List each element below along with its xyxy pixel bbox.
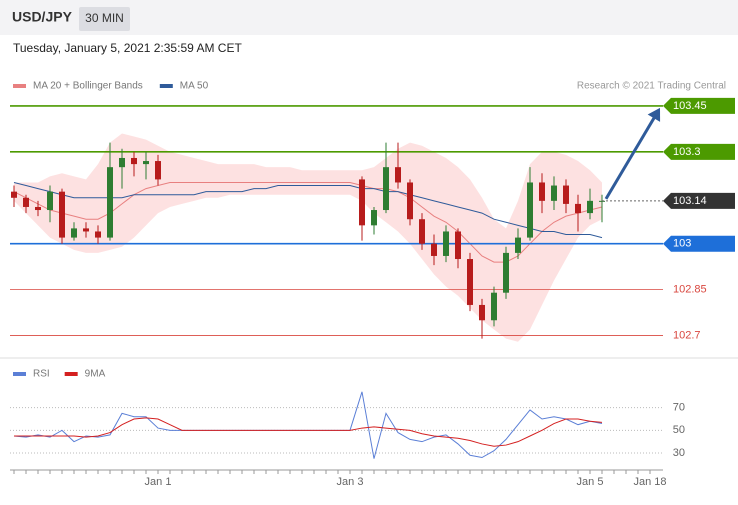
candle-body xyxy=(35,206,41,211)
timestamp: Tuesday, January 5, 2021 2:35:59 AM CET xyxy=(13,41,242,55)
x-tick-label: Jan 18 xyxy=(633,476,666,488)
candle-body xyxy=(143,161,149,165)
candle-body xyxy=(419,219,425,244)
candle-body xyxy=(155,161,161,180)
last-price-tag xyxy=(663,192,735,209)
candle-body xyxy=(131,157,137,165)
candle-body xyxy=(503,252,509,293)
legend-swatch xyxy=(159,84,173,88)
candle-body xyxy=(383,167,389,211)
candle-body xyxy=(455,231,461,260)
level-tag xyxy=(663,97,735,114)
candle-body xyxy=(539,182,545,201)
candle-body xyxy=(23,197,29,207)
legend-swatch xyxy=(64,372,78,376)
indicator-line xyxy=(13,391,603,459)
indicator-line xyxy=(14,417,603,447)
candle-body xyxy=(479,304,485,321)
legend-label: RSI xyxy=(33,369,50,380)
candle-body xyxy=(575,203,581,214)
last-price-label: 103.14 xyxy=(673,195,707,207)
candle-body xyxy=(47,191,53,211)
forecast-arrow-head xyxy=(647,107,661,122)
y-tick-label: 50 xyxy=(673,424,685,436)
level-label: 102.85 xyxy=(673,284,707,296)
candle-body xyxy=(371,210,377,226)
candle-body xyxy=(587,200,593,214)
candle-body xyxy=(431,243,437,256)
candle-body xyxy=(95,231,101,238)
candle-body xyxy=(11,191,17,198)
x-tick-label: Jan 3 xyxy=(337,476,364,488)
legend-swatch xyxy=(13,84,26,88)
candle-body xyxy=(467,259,473,305)
legend-label: MA 20 + Bollinger Bands xyxy=(33,81,143,92)
legend-label: 9MA xyxy=(85,369,106,380)
candle-body xyxy=(551,185,557,201)
level-label: 102.7 xyxy=(673,329,701,341)
candle-body xyxy=(563,185,569,204)
candle-body xyxy=(107,167,113,238)
legend-label: MA 50 xyxy=(180,81,209,92)
credit: Research © 2021 Trading Central xyxy=(577,81,726,92)
candle-body xyxy=(395,167,401,183)
bollinger-band xyxy=(14,133,602,342)
level-label: 103.45 xyxy=(673,100,707,112)
candle-body xyxy=(527,182,533,238)
level-tag xyxy=(663,235,735,252)
candle-body xyxy=(443,231,449,256)
candle-body xyxy=(119,157,125,168)
candle-body xyxy=(491,292,497,321)
level-label: 103 xyxy=(673,238,691,250)
level-tag xyxy=(663,143,735,160)
y-tick-label: 70 xyxy=(673,402,685,414)
forecast-arrow xyxy=(604,114,658,200)
candle-body xyxy=(359,179,365,226)
x-tick-label: Jan 5 xyxy=(577,476,604,488)
candle-body xyxy=(83,228,89,232)
legend-swatch xyxy=(13,372,26,376)
y-tick-label: 30 xyxy=(673,447,685,459)
timeframe[interactable]: 30 MIN xyxy=(85,11,124,25)
level-label: 103.3 xyxy=(673,146,701,158)
timeframe-button[interactable] xyxy=(79,7,130,31)
candle-body xyxy=(71,228,77,238)
candle-body xyxy=(407,182,413,220)
symbol: USD/JPY xyxy=(12,9,73,25)
candle-body xyxy=(59,191,65,238)
x-tick-label: Jan 1 xyxy=(145,476,172,488)
candle-body xyxy=(515,237,521,253)
